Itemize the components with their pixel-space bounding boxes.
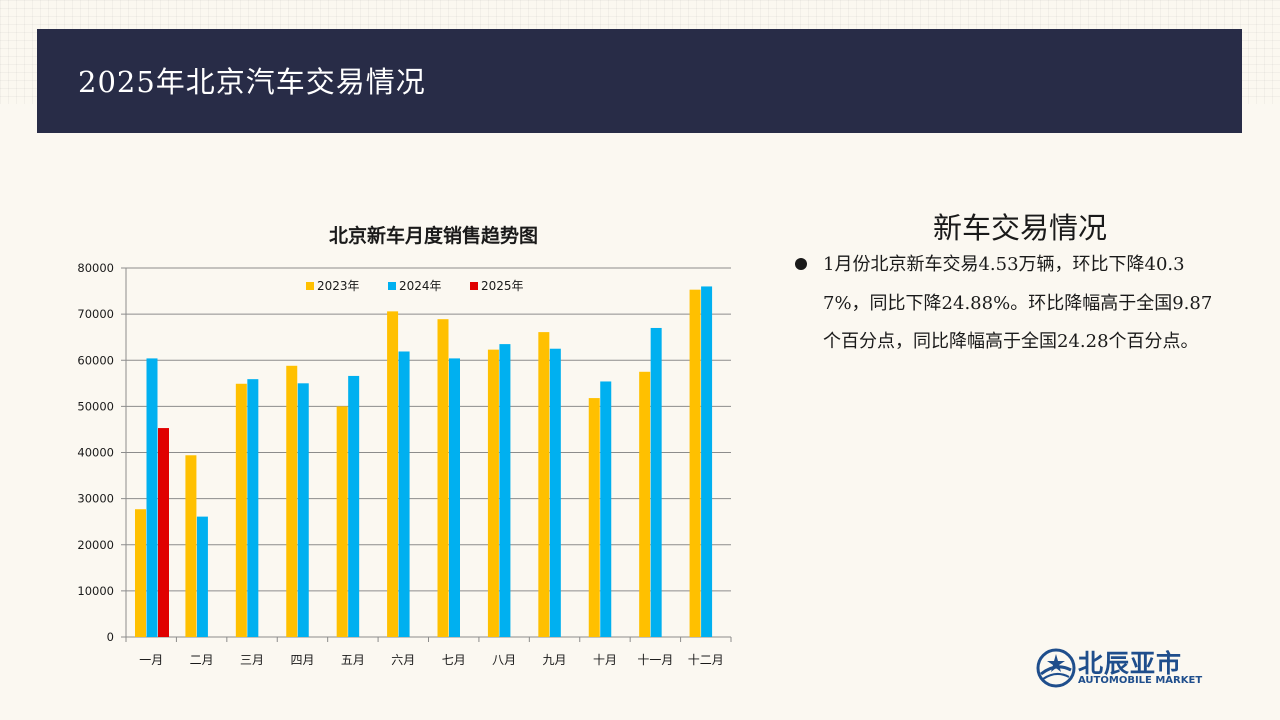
legend-swatch <box>306 282 314 290</box>
bar-2024年 <box>348 375 360 637</box>
logo-chinese-text: 北辰亚市 <box>1078 649 1183 678</box>
x-tick-label: 六月 <box>391 653 415 667</box>
x-tick-label: 九月 <box>543 653 567 667</box>
chart-title: 北京新车月度销售趋势图 <box>329 224 538 247</box>
bar-2023年 <box>437 319 449 637</box>
company-logo: 北辰亚市 AUTOMOBILE MARKET <box>1036 648 1216 690</box>
y-tick-label: 10000 <box>77 584 114 598</box>
legend-label: 2023年 <box>317 279 360 293</box>
bar-2024年 <box>549 348 561 637</box>
legend-label: 2024年 <box>399 279 442 293</box>
bar-2024年 <box>247 379 259 637</box>
bar-2024年 <box>449 358 460 637</box>
x-tick-label: 十月 <box>593 653 617 667</box>
bar-2024年 <box>600 381 612 637</box>
globe-star-logo-icon <box>1036 648 1076 688</box>
bar-2023年 <box>286 365 298 637</box>
bar-2023年 <box>387 311 399 637</box>
y-tick-label: 30000 <box>77 492 114 506</box>
bar-2023年 <box>235 383 247 637</box>
y-tick-label: 70000 <box>77 307 114 321</box>
y-tick-label: 60000 <box>77 353 114 367</box>
y-tick-label: 0 <box>107 630 114 644</box>
bar-2024年 <box>297 383 309 637</box>
x-tick-label: 五月 <box>341 653 365 667</box>
bar-2024年 <box>701 286 713 637</box>
bar-2023年 <box>588 398 600 637</box>
legend-label: 2025年 <box>481 279 524 293</box>
legend-swatch <box>388 282 396 290</box>
bar-chart: 北京新车月度销售趋势图 0 10000 20000 30000 40000 50000 600… <box>77 224 732 667</box>
bar-2024年 <box>650 327 662 637</box>
bar-2023年 <box>135 509 146 637</box>
x-tick-label: 四月 <box>290 653 314 667</box>
bar-2023年 <box>336 406 348 637</box>
bar-2024年 <box>499 344 511 637</box>
x-tick-label: 二月 <box>190 653 214 667</box>
bullet-icon <box>795 258 807 270</box>
side-section-title: 新车交易情况 <box>932 211 1107 245</box>
bar-2023年 <box>639 371 651 637</box>
bar-2023年 <box>487 349 499 637</box>
bar-2025年 <box>158 428 169 637</box>
bar-2024年 <box>398 351 410 637</box>
header-bar: 2025年北京汽车交易情况 <box>37 29 1242 133</box>
x-tick-label: 十二月 <box>688 653 724 667</box>
page-title: 2025年北京汽车交易情况 <box>78 65 426 99</box>
x-tick-label: 十一月 <box>637 653 673 667</box>
y-tick-label: 80000 <box>77 261 114 275</box>
x-tick-label: 一月 <box>139 653 163 667</box>
bar-2024年 <box>196 516 208 637</box>
x-tick-label: 八月 <box>492 653 516 667</box>
side-description: 1月份北京新车交易4.53万辆，环比下降40.37%，同比下降24.88%。环比… <box>823 254 1213 352</box>
legend-swatch <box>470 282 478 290</box>
bar-2023年 <box>185 455 197 637</box>
y-tick-label: 40000 <box>77 446 114 460</box>
x-tick-label: 三月 <box>240 653 264 667</box>
logo-english-text: AUTOMOBILE MARKET <box>1078 675 1203 686</box>
chart-container: 北京新车月度销售趋势图 0 10000 20000 30000 40000 50000 600… <box>60 210 750 680</box>
y-tick-label: 20000 <box>77 538 114 552</box>
bar-2023年 <box>689 289 701 637</box>
x-tick-label: 七月 <box>442 653 466 667</box>
bar-2024年 <box>146 358 158 637</box>
bar-2023年 <box>538 332 550 637</box>
y-tick-label: 50000 <box>77 399 114 413</box>
